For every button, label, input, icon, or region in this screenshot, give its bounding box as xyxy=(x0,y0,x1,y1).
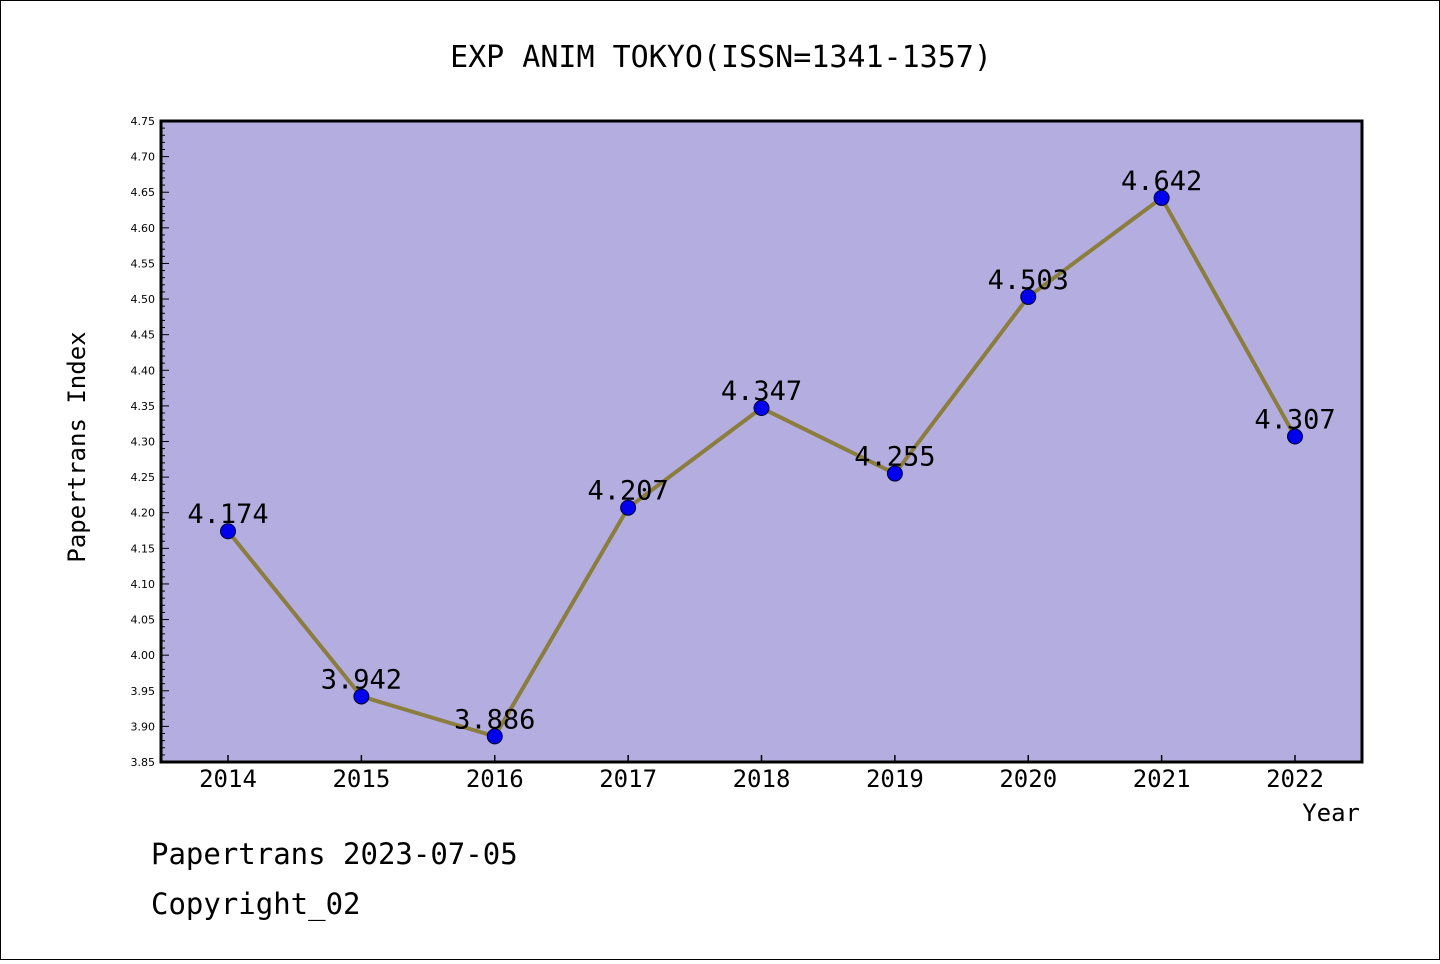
data-point xyxy=(1153,189,1170,206)
x-tick-label: 2017 xyxy=(599,765,657,793)
data-point xyxy=(486,728,503,745)
x-tick-label: 2016 xyxy=(466,765,524,793)
y-tick-label: 4.60 xyxy=(131,222,156,235)
y-tick-label: 4.55 xyxy=(131,257,156,270)
x-tick-label: 2020 xyxy=(999,765,1057,793)
data-point xyxy=(886,465,903,482)
data-label: 4.503 xyxy=(988,265,1069,296)
y-tick-label: 4.10 xyxy=(131,578,156,591)
y-tick-label: 4.20 xyxy=(131,507,156,520)
x-tick-label: 2018 xyxy=(733,765,791,793)
y-axis-ticks: 3.85 3.90 3.95 4.00 4.05 4.10 4.15 4.20 4.25 4.30… xyxy=(131,115,169,769)
data-point xyxy=(753,400,770,417)
data-label: 4.347 xyxy=(721,376,802,407)
x-tick-label: 2015 xyxy=(332,765,390,793)
series-layer xyxy=(220,189,1303,745)
y-tick-label: 4.25 xyxy=(131,471,156,484)
y-tick-label: 4.05 xyxy=(131,614,156,627)
y-tick-label: 3.95 xyxy=(131,685,156,698)
y-tick-label: 4.30 xyxy=(131,436,156,449)
plot-area xyxy=(159,119,1364,764)
data-point xyxy=(353,688,370,705)
data-label: 3.886 xyxy=(454,704,535,735)
x-tick-label: 2022 xyxy=(1266,765,1324,793)
footer-date: Papertrans 2023-07-05 xyxy=(151,837,518,871)
y-tick-label: 3.90 xyxy=(131,720,156,733)
y-tick-label: 4.15 xyxy=(131,542,156,555)
y-axis-label: Papertrans Index xyxy=(63,331,91,562)
x-tick-label: 2014 xyxy=(199,765,257,793)
y-tick-label: 4.75 xyxy=(131,115,156,128)
data-label: 4.174 xyxy=(187,499,268,530)
data-point xyxy=(1287,428,1303,445)
data-label: 4.307 xyxy=(1254,405,1335,436)
data-label: 4.207 xyxy=(587,476,668,507)
data-point xyxy=(220,523,236,540)
x-axis-ticks: 2014 2015 2016 2017 2018 2019 2020 2021 2022 xyxy=(199,755,1324,793)
data-label: 4.255 xyxy=(854,442,935,473)
x-tick-label: 2021 xyxy=(1133,765,1191,793)
data-label-layer: 4.174 3.942 3.886 4.207 4.347 4.255 4.503 4.642… xyxy=(187,166,1335,735)
data-point xyxy=(1020,288,1037,305)
y-tick-label: 3.85 xyxy=(131,756,156,769)
y-tick-label: 4.70 xyxy=(131,151,156,164)
y-tick-label: 4.00 xyxy=(131,649,156,662)
data-label: 3.942 xyxy=(321,664,402,695)
y-tick-label: 4.35 xyxy=(131,400,156,413)
x-tick-label: 2019 xyxy=(866,765,924,793)
footer-copyright: Copyright_02 xyxy=(151,887,361,922)
chart-title: EXP ANIM TOKYO(ISSN=1341-1357) xyxy=(450,40,992,75)
y-tick-label: 4.65 xyxy=(131,186,156,199)
y-tick-label: 4.40 xyxy=(131,364,156,377)
data-point xyxy=(620,499,637,516)
x-axis-label: Year xyxy=(1302,799,1360,827)
y-tick-label: 4.50 xyxy=(131,293,156,306)
data-label: 4.642 xyxy=(1121,166,1202,197)
y-tick-label: 4.45 xyxy=(131,329,156,342)
